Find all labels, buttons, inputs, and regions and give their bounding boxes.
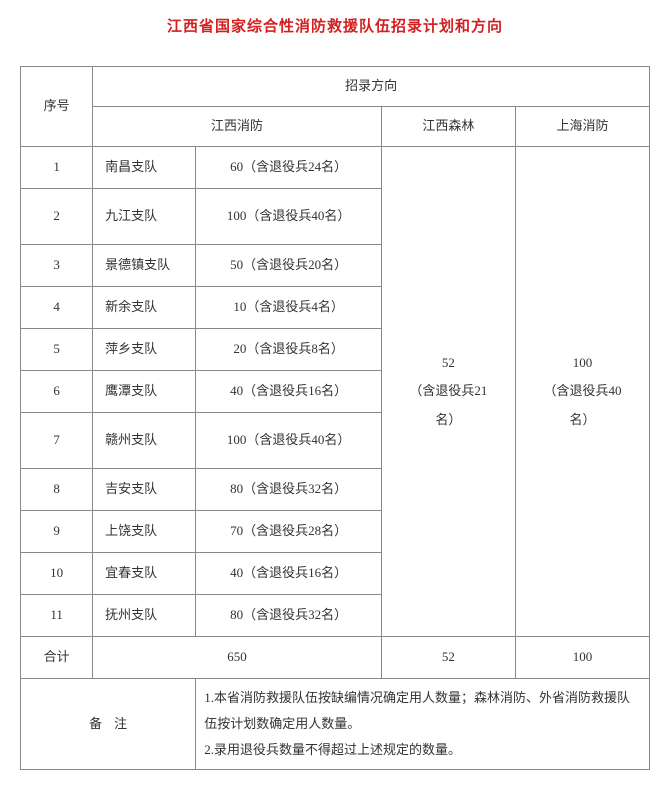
forest-note1: （含退役兵21 bbox=[382, 377, 515, 406]
cell-seq: 1 bbox=[21, 147, 93, 189]
cell-seq: 6 bbox=[21, 371, 93, 413]
header-seq: 序号 bbox=[21, 67, 93, 147]
cell-team: 吉安支队 bbox=[93, 469, 196, 511]
cell-seq: 5 bbox=[21, 329, 93, 371]
cell-quota: 80（含退役兵32名） bbox=[196, 595, 382, 637]
totals-label: 合计 bbox=[21, 637, 93, 679]
cell-team: 萍乡支队 bbox=[93, 329, 196, 371]
totals-row: 合计 650 52 100 bbox=[21, 637, 650, 679]
shanghai-note2: 名） bbox=[516, 406, 649, 435]
recruitment-table: 序号 招录方向 江西消防 江西森林 上海消防 1 南昌支队 60（含退役兵24名… bbox=[20, 66, 650, 770]
forest-note2: 名） bbox=[382, 406, 515, 435]
header-direction: 招录方向 bbox=[93, 67, 650, 107]
cell-seq: 2 bbox=[21, 189, 93, 245]
table-row: 1 南昌支队 60（含退役兵24名） 52 （含退役兵21 名） 100 （含退… bbox=[21, 147, 650, 189]
cell-team: 抚州支队 bbox=[93, 595, 196, 637]
cell-seq: 10 bbox=[21, 553, 93, 595]
cell-quota: 70（含退役兵28名） bbox=[196, 511, 382, 553]
cell-seq: 7 bbox=[21, 413, 93, 469]
shanghai-value: 100 bbox=[516, 349, 649, 378]
cell-quota: 20（含退役兵8名） bbox=[196, 329, 382, 371]
cell-quota: 60（含退役兵24名） bbox=[196, 147, 382, 189]
cell-forest-quota: 52 （含退役兵21 名） bbox=[381, 147, 515, 637]
cell-seq: 3 bbox=[21, 245, 93, 287]
cell-team: 鹰潭支队 bbox=[93, 371, 196, 413]
header-jx-forest: 江西森林 bbox=[381, 107, 515, 147]
cell-seq: 11 bbox=[21, 595, 93, 637]
cell-team: 宜春支队 bbox=[93, 553, 196, 595]
cell-team: 新余支队 bbox=[93, 287, 196, 329]
header-sh-fire: 上海消防 bbox=[515, 107, 649, 147]
cell-quota: 100（含退役兵40名） bbox=[196, 413, 382, 469]
cell-team: 赣州支队 bbox=[93, 413, 196, 469]
remark-line2: 2.录用退役兵数量不得超过上述规定的数量。 bbox=[204, 737, 641, 763]
remark-content: 1.本省消防救援队伍按缺编情况确定用人数量；森林消防、外省消防救援队伍按计划数确… bbox=[196, 679, 650, 770]
shanghai-note1: （含退役兵40 bbox=[516, 377, 649, 406]
remark-label: 备注 bbox=[21, 679, 196, 770]
cell-shanghai-quota: 100 （含退役兵40 名） bbox=[515, 147, 649, 637]
totals-jx-fire: 650 bbox=[93, 637, 382, 679]
cell-team: 景德镇支队 bbox=[93, 245, 196, 287]
remark-line1: 1.本省消防救援队伍按缺编情况确定用人数量；森林消防、外省消防救援队伍按计划数确… bbox=[204, 685, 641, 737]
cell-seq: 9 bbox=[21, 511, 93, 553]
cell-quota: 40（含退役兵16名） bbox=[196, 371, 382, 413]
totals-jx-forest: 52 bbox=[381, 637, 515, 679]
cell-quota: 80（含退役兵32名） bbox=[196, 469, 382, 511]
cell-quota: 10（含退役兵4名） bbox=[196, 287, 382, 329]
totals-sh-fire: 100 bbox=[515, 637, 649, 679]
cell-seq: 4 bbox=[21, 287, 93, 329]
page-title: 江西省国家综合性消防救援队伍招录计划和方向 bbox=[20, 15, 650, 36]
cell-quota: 40（含退役兵16名） bbox=[196, 553, 382, 595]
cell-seq: 8 bbox=[21, 469, 93, 511]
cell-team: 九江支队 bbox=[93, 189, 196, 245]
cell-quota: 50（含退役兵20名） bbox=[196, 245, 382, 287]
cell-team: 南昌支队 bbox=[93, 147, 196, 189]
cell-team: 上饶支队 bbox=[93, 511, 196, 553]
remark-row: 备注 1.本省消防救援队伍按缺编情况确定用人数量；森林消防、外省消防救援队伍按计… bbox=[21, 679, 650, 770]
header-jx-fire: 江西消防 bbox=[93, 107, 382, 147]
forest-value: 52 bbox=[382, 349, 515, 378]
cell-quota: 100（含退役兵40名） bbox=[196, 189, 382, 245]
